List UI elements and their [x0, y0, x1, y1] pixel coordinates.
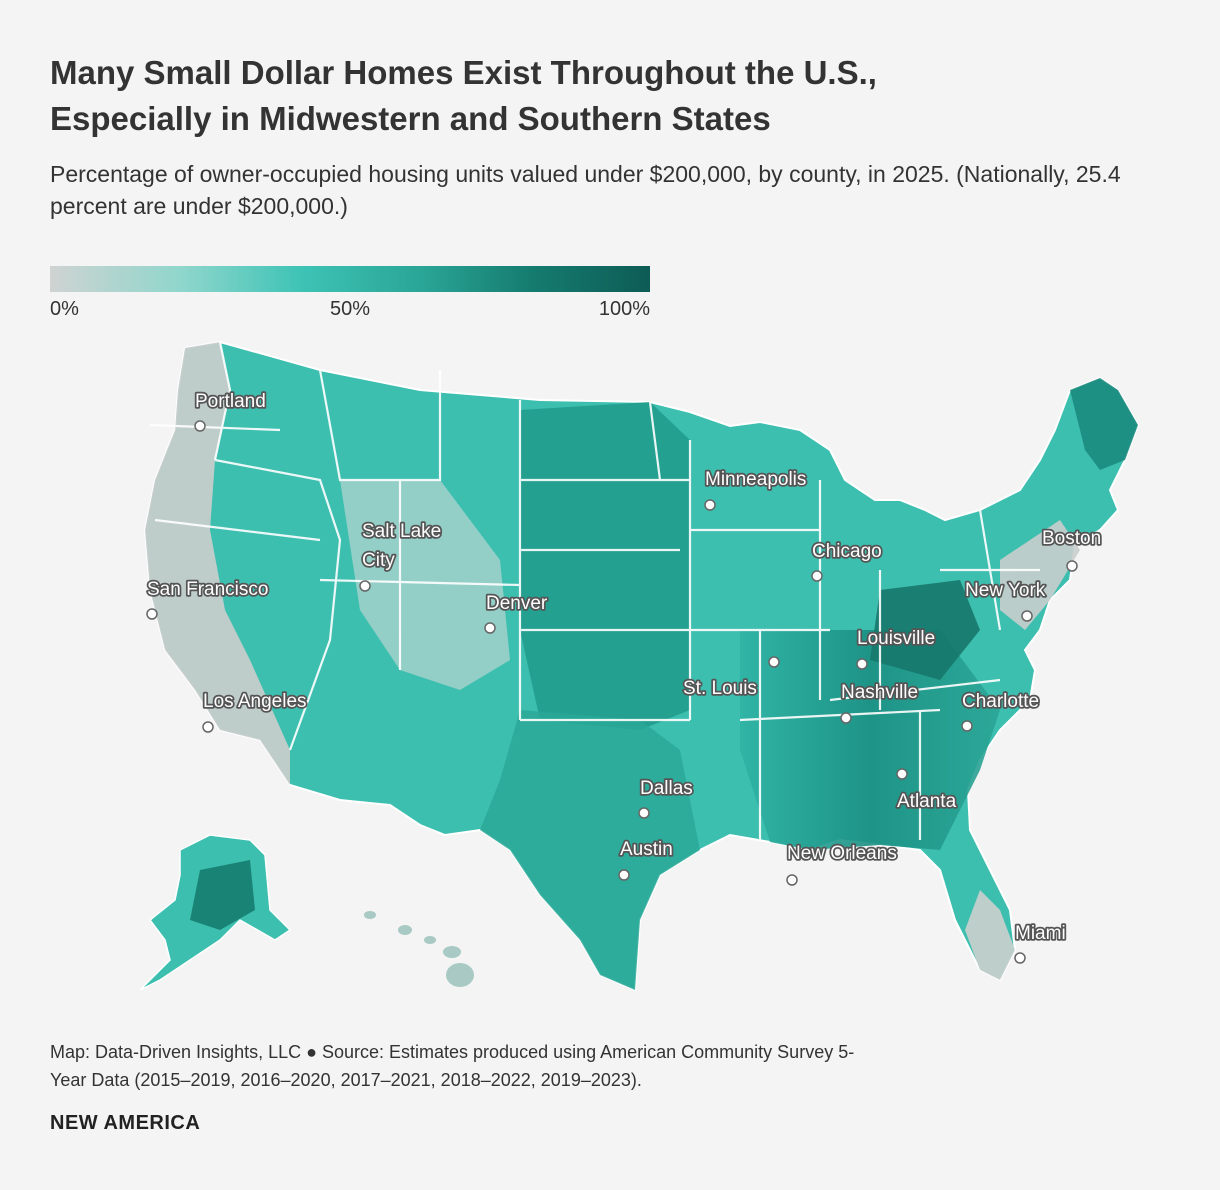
- city-marker-chicago: [811, 570, 823, 582]
- city-marker-louisville: [856, 658, 868, 670]
- city-marker-austin: [618, 869, 630, 881]
- us-county-map: Portland Salt Lake City San Francisco De…: [139, 340, 1140, 992]
- city-marker-nashville: [840, 712, 852, 724]
- city-marker-los-angeles: [202, 721, 214, 733]
- city-label-st-louis: St. Louis: [683, 678, 757, 699]
- city-marker-san-francisco: [146, 608, 158, 620]
- color-legend: 0% 50% 100%: [50, 266, 650, 326]
- legend-label-max: 100%: [598, 298, 650, 320]
- region-maine: [1070, 378, 1138, 470]
- chart-subtitle: Percentage of owner-occupied housing uni…: [50, 158, 1180, 222]
- city-marker-denver: [484, 622, 496, 634]
- city-label-new-orleans: New Orleans: [787, 843, 897, 864]
- city-marker-st-louis: [768, 656, 780, 668]
- city-marker-new-york: [1021, 610, 1033, 622]
- region-southeast: [740, 630, 1000, 850]
- city-label-atlanta: Atlanta: [897, 791, 957, 812]
- city-marker-atlanta: [896, 768, 908, 780]
- legend-label-mid: 50%: [329, 298, 371, 320]
- legend-labels: 0% 50% 100%: [50, 298, 650, 326]
- city-marker-minneapolis: [704, 499, 716, 511]
- city-label-salt-lake-city-2: City: [362, 550, 395, 571]
- state-boundaries: [149, 341, 1040, 840]
- city-label-new-york: New York: [965, 580, 1046, 601]
- city-marker-miami: [1014, 952, 1026, 964]
- region-pacific-coast: [145, 342, 290, 785]
- region-mountain-west: [340, 480, 510, 690]
- city-label-boston: Boston: [1042, 528, 1101, 549]
- city-label-salt-lake-city-1: Salt Lake: [362, 521, 441, 542]
- region-texas: [480, 710, 700, 990]
- city-label-denver: Denver: [486, 593, 548, 614]
- title-line-2: Especially in Midwestern and Southern St…: [50, 100, 771, 137]
- region-great-plains: [520, 402, 690, 730]
- city-label-nashville: Nashville: [841, 682, 918, 703]
- source-note-line-2: Year Data (2015–2019, 2016–2020, 2017–20…: [50, 1070, 642, 1090]
- region-south-florida: [965, 890, 1015, 980]
- city-markers: [146, 420, 1078, 964]
- subtitle-line-1: Percentage of owner-occupied housing uni…: [50, 161, 886, 187]
- city-marker-portland: [194, 420, 206, 432]
- city-label-louisville: Louisville: [857, 628, 935, 649]
- city-label-miami: Miami: [1015, 923, 1066, 944]
- city-label-los-angeles: Los Angeles: [203, 691, 307, 712]
- city-label-dallas: Dallas: [640, 778, 693, 799]
- subtitle-line-2: 2025. (Nationally, 25.4 percent are unde…: [50, 161, 1121, 219]
- city-label-portland: Portland: [195, 391, 266, 412]
- city-marker-new-orleans: [786, 874, 798, 886]
- legend-label-min: 0%: [50, 298, 79, 320]
- region-appalachia: [870, 580, 980, 680]
- source-note: Map: Data-Driven Insights, LLC ● Source:…: [50, 1038, 1160, 1094]
- city-label-chicago: Chicago: [812, 541, 882, 562]
- legend-gradient-bar: [50, 266, 650, 292]
- city-marker-salt-lake-city: [359, 580, 371, 592]
- city-label-austin: Austin: [620, 839, 673, 860]
- title-line-1: Many Small Dollar Homes Exist Throughout…: [50, 54, 877, 91]
- source-note-line-1: Map: Data-Driven Insights, LLC ● Source:…: [50, 1042, 855, 1062]
- city-label-minneapolis: Minneapolis: [705, 469, 806, 490]
- city-labels: Portland Salt Lake City San Francisco De…: [145, 389, 1103, 946]
- region-northeast-corridor: [1000, 520, 1080, 630]
- city-marker-dallas: [638, 807, 650, 819]
- chart-title: Many Small Dollar Homes Exist Throughout…: [50, 50, 1150, 142]
- brand-logo-text: NEW AMERICA: [50, 1112, 201, 1134]
- city-label-san-francisco: San Francisco: [147, 579, 268, 600]
- city-marker-boston: [1066, 560, 1078, 572]
- city-label-charlotte: Charlotte: [962, 691, 1039, 712]
- alaska-dark-region: [190, 860, 255, 930]
- hawaii-islands: [364, 911, 474, 987]
- city-marker-charlotte: [961, 720, 973, 732]
